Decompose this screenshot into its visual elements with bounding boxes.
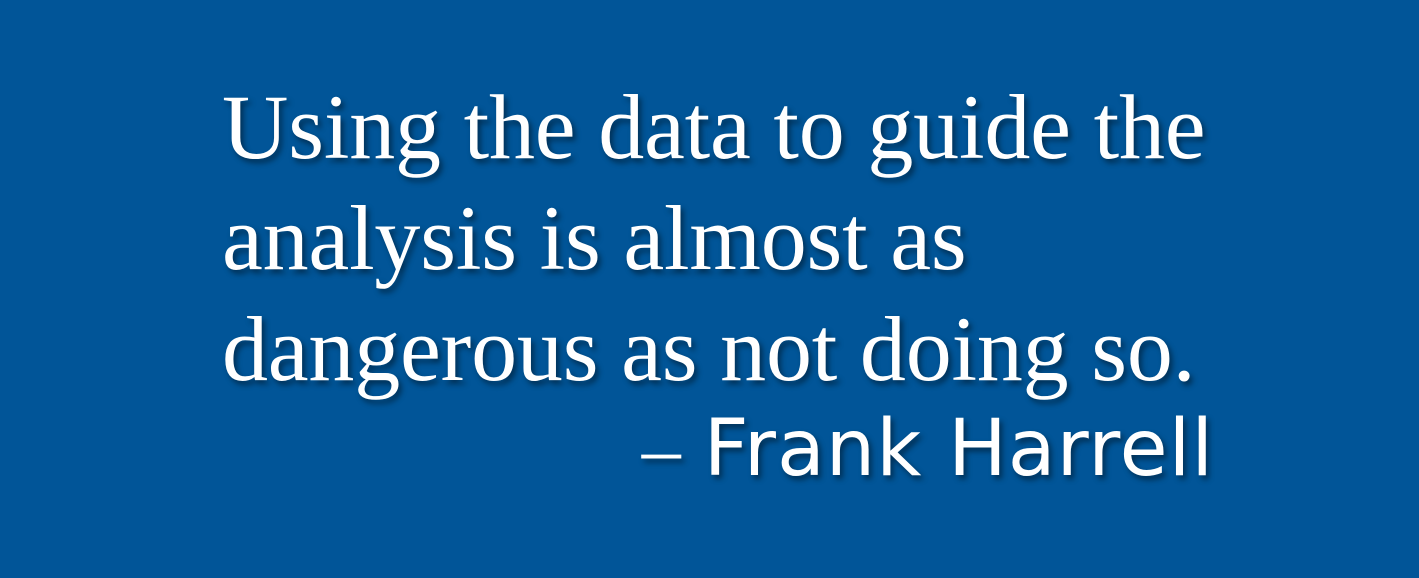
attribution-dash: – (641, 405, 682, 492)
quote-line-2: analysis is almost as (222, 187, 967, 289)
quote-line-1: Using the data to guide the (222, 76, 1206, 178)
quote-author: Frank Harrell (703, 404, 1214, 494)
quote-text: Using the data to guide the analysis is … (222, 72, 1222, 405)
quote-line-3: dangerous as not doing so. (222, 298, 1196, 400)
quote-attribution: – Frank Harrell (642, 404, 1214, 494)
